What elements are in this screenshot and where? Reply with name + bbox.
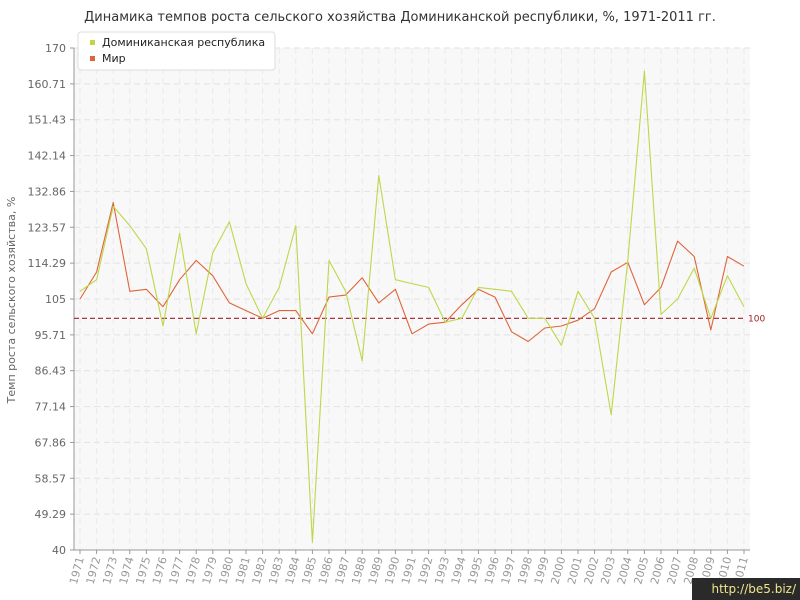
y-tick-label: 40	[52, 544, 66, 557]
y-tick-label: 67.86	[35, 436, 67, 449]
legend-box	[77, 31, 276, 71]
y-tick-label: 142.14	[28, 150, 67, 163]
y-tick-label: 95.71	[35, 329, 67, 342]
x-axis-ticks: 1971197219731974197519761977197819791980…	[67, 550, 751, 586]
series-line-1	[79, 201, 745, 343]
reference-line-label: 100	[748, 314, 765, 324]
y-axis-label: Темп роста сельского хозяйства, %	[5, 197, 18, 405]
series-line-0	[79, 70, 745, 543]
y-tick-label: 170	[45, 42, 66, 55]
y-tick-label: 114.29	[28, 257, 67, 270]
legend-swatch	[90, 40, 95, 45]
y-tick-label: 58.57	[35, 472, 67, 485]
series-lines	[79, 70, 745, 543]
y-tick-label: 86.43	[35, 365, 67, 378]
y-axis-ticks: 40 49.29 58.57 67.86 77.14 86.43 95.71 105 114.2…	[28, 42, 74, 557]
y-tick-label: 132.86	[28, 185, 67, 198]
reference-line: 100	[74, 314, 765, 324]
y-tick-label: 151.43	[28, 114, 67, 127]
y-tick-label: 160.71	[28, 78, 67, 91]
chart-title: Динамика темпов роста сельского хозяйств…	[84, 10, 716, 25]
legend: Доминиканская республика Мир	[77, 31, 276, 71]
y-tick-label: 49.29	[35, 508, 67, 521]
legend-item-label: Мир	[102, 52, 126, 65]
y-tick-label: 105	[45, 293, 66, 306]
y-tick-label: 123.57	[28, 221, 67, 234]
legend-item-label: Доминиканская республика	[102, 36, 265, 49]
watermark-link[interactable]: http://be5.biz/	[692, 578, 800, 600]
y-tick-label: 77.14	[35, 401, 67, 414]
legend-swatch	[90, 56, 95, 61]
